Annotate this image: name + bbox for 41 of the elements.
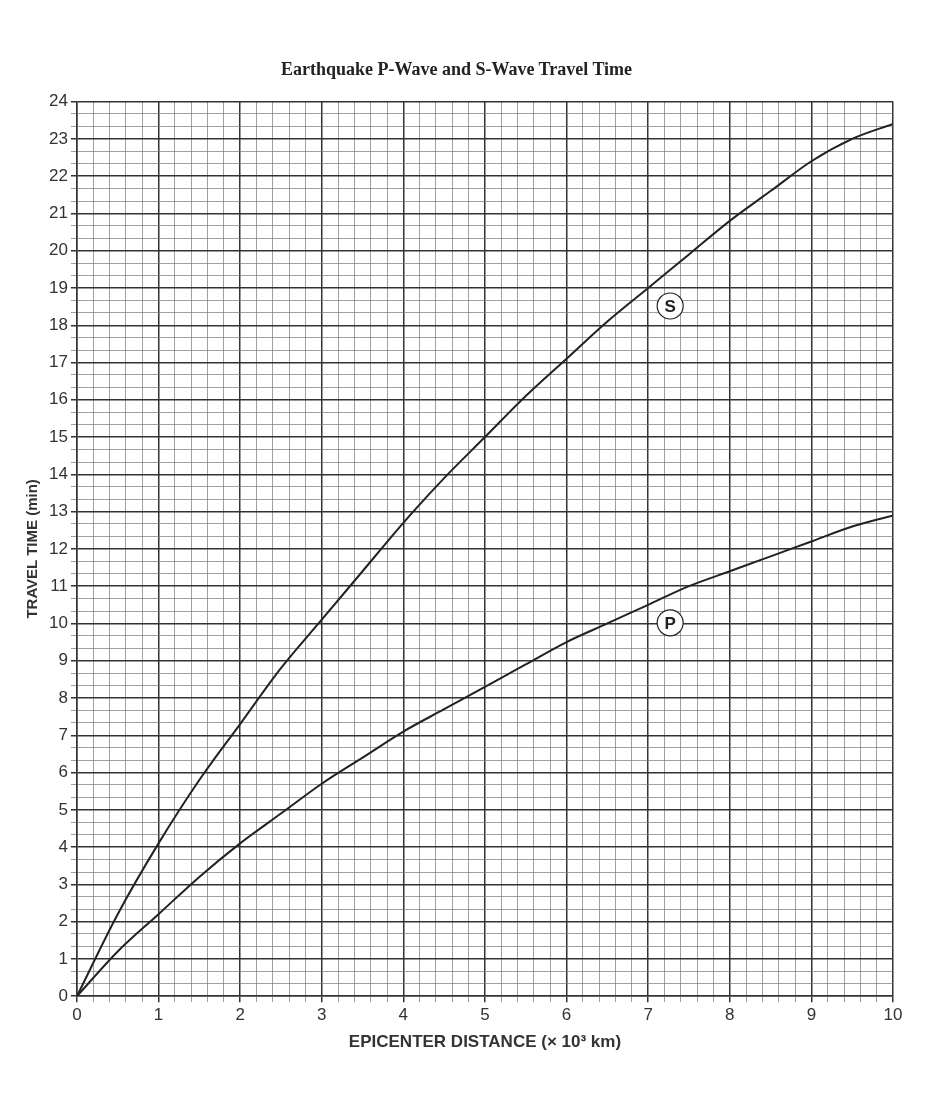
y-tick-label: 4	[58, 836, 68, 856]
y-tick-label: 23	[48, 128, 68, 148]
y-tick-label: 7	[58, 724, 68, 744]
y-axis-title: TRAVEL TIME (min)	[23, 479, 41, 619]
chart-title: Earthquake P-Wave and S-Wave Travel Time	[280, 59, 633, 80]
x-tick-label: 7	[643, 1005, 653, 1025]
y-tick-label: 18	[48, 314, 68, 334]
y-tick-label: 1	[58, 948, 68, 968]
y-tick-label: 16	[48, 389, 68, 409]
y-tick-label: 15	[48, 426, 68, 446]
x-tick-label: 9	[806, 1005, 817, 1025]
x-tick-label: 4	[398, 1005, 409, 1025]
y-tick-label: 21	[48, 203, 68, 223]
y-tick-label: 24	[48, 91, 68, 111]
y-tick-label: 11	[50, 575, 68, 595]
x-tick-label: 3	[317, 1005, 327, 1025]
x-tick-label: 10	[883, 1005, 903, 1025]
y-tick-label: 9	[58, 650, 68, 670]
x-tick-label: 6	[561, 1005, 572, 1025]
x-axis-title: EPICENTER DISTANCE (× 10³ km)	[348, 1032, 622, 1052]
y-tick-label: 13	[48, 501, 68, 521]
y-tick-label: 19	[48, 277, 68, 297]
x-tick-label: 0	[72, 1005, 82, 1025]
y-tick-label: 3	[58, 874, 68, 894]
y-tick-label: 22	[48, 165, 68, 185]
y-tick-label: 12	[48, 538, 68, 558]
x-tick-label: 2	[235, 1005, 245, 1025]
y-tick-label: 5	[58, 799, 68, 819]
x-tick-label: 8	[725, 1005, 735, 1025]
x-tick-label: 5	[480, 1005, 490, 1025]
y-tick-label: 2	[58, 911, 68, 931]
y-tick-label: 8	[58, 687, 68, 707]
x-tick-label: 1	[153, 1005, 164, 1025]
y-tick-label: 20	[48, 240, 68, 260]
series-label: P	[664, 613, 676, 633]
y-tick-label: 17	[48, 352, 68, 372]
y-tick-label: 10	[48, 613, 68, 633]
y-tick-label: 6	[58, 762, 68, 782]
y-tick-label: 0	[58, 985, 68, 1005]
y-tick-label: 14	[48, 464, 68, 484]
series-label: S	[664, 296, 676, 316]
